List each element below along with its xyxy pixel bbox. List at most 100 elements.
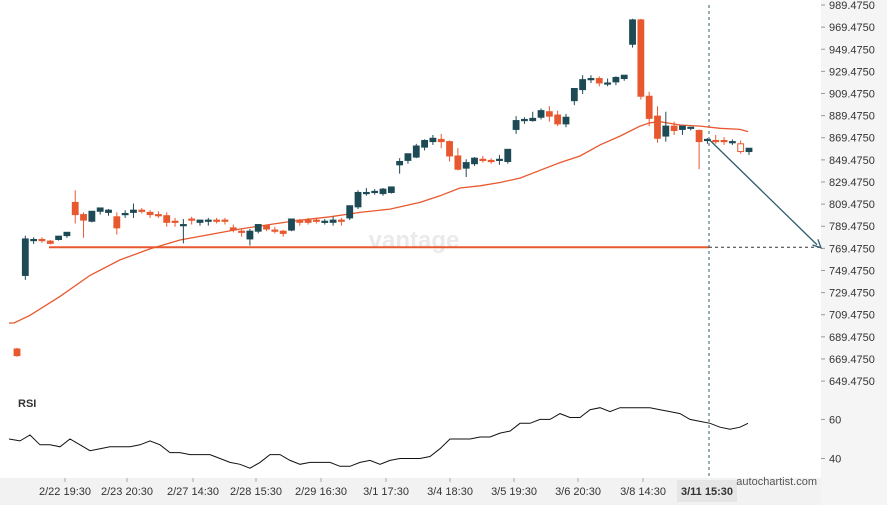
candle-body bbox=[88, 210, 96, 222]
price-axis-label: 969.4750 bbox=[829, 22, 875, 34]
candle-body bbox=[412, 145, 420, 158]
candle-body bbox=[695, 130, 703, 143]
candle-body bbox=[362, 191, 370, 195]
price-axis-label: 749.4750 bbox=[829, 265, 875, 277]
candle-body bbox=[662, 125, 670, 137]
candle-body bbox=[670, 125, 678, 132]
candle-body bbox=[279, 230, 287, 234]
candle-body bbox=[329, 219, 337, 223]
price-axis-label: 849.4750 bbox=[829, 155, 875, 167]
candle-body bbox=[163, 215, 171, 223]
time-axis-label: 3/8 14:30 bbox=[620, 486, 666, 498]
rsi-axis-label: 40 bbox=[829, 453, 841, 465]
rsi-axis-label: 60 bbox=[829, 414, 841, 426]
candle-body bbox=[604, 82, 612, 85]
candle-body bbox=[545, 111, 553, 117]
candle-body bbox=[296, 219, 304, 223]
candle-body bbox=[421, 139, 429, 148]
candle-body bbox=[146, 211, 154, 216]
candle-body bbox=[229, 227, 237, 231]
time-axis-label: 2/22 19:30 bbox=[39, 486, 91, 498]
candle-body bbox=[313, 219, 320, 222]
attribution-text: autochartist.com bbox=[736, 476, 817, 488]
candle-body bbox=[246, 230, 254, 240]
candle-body bbox=[587, 78, 595, 81]
projection-arrow-head bbox=[812, 239, 823, 249]
candle-body bbox=[38, 238, 46, 242]
time-axis-label: 3/6 20:30 bbox=[555, 486, 601, 498]
candle-body bbox=[679, 125, 686, 130]
candle-body bbox=[396, 160, 404, 166]
rsi-label: RSI bbox=[18, 398, 36, 410]
candle-body bbox=[629, 19, 636, 45]
candle-body bbox=[595, 78, 603, 84]
candle-body bbox=[728, 141, 736, 144]
time-axis-label: 2/27 14:30 bbox=[167, 486, 219, 498]
candle-body bbox=[520, 118, 528, 122]
candle-body bbox=[720, 139, 728, 143]
price-axis-label: 769.4750 bbox=[829, 243, 875, 255]
candle-body bbox=[113, 216, 121, 229]
price-axis-label: 689.4750 bbox=[829, 332, 875, 344]
rsi-line bbox=[8, 407, 749, 469]
time-axis-label: 2/28 15:30 bbox=[230, 486, 282, 498]
candle-body bbox=[179, 224, 187, 227]
candle-body bbox=[96, 207, 104, 212]
price-axis-label: 949.4750 bbox=[829, 44, 875, 56]
candle-body bbox=[437, 138, 445, 143]
candle-body bbox=[337, 219, 345, 222]
candle-body bbox=[105, 209, 112, 213]
candle-body bbox=[288, 218, 295, 231]
candle-body bbox=[745, 147, 753, 153]
candle-body bbox=[21, 238, 29, 276]
candle-body bbox=[130, 209, 137, 213]
candle-body bbox=[121, 212, 129, 216]
candle-body bbox=[562, 116, 570, 125]
price-axis-label: 709.4750 bbox=[829, 310, 875, 322]
candle-body bbox=[354, 191, 362, 208]
candle-body bbox=[387, 186, 395, 193]
candle-body bbox=[196, 219, 204, 223]
candle-body bbox=[487, 159, 495, 163]
candle-body bbox=[462, 162, 470, 169]
candle-body bbox=[479, 158, 487, 161]
candle-body bbox=[429, 137, 437, 143]
candle-body bbox=[188, 218, 196, 221]
candle-body bbox=[712, 139, 720, 143]
candle-body bbox=[238, 230, 246, 233]
candle-body bbox=[737, 143, 745, 153]
candle-body bbox=[304, 219, 312, 223]
candle-body bbox=[55, 235, 63, 240]
time-axis-label: 3/11 15:30 bbox=[681, 486, 733, 498]
candle-body bbox=[63, 231, 71, 237]
candle-body bbox=[687, 126, 695, 129]
candle-body bbox=[537, 110, 545, 118]
price-axis-label: 909.4750 bbox=[829, 88, 875, 100]
candle-body bbox=[645, 95, 653, 119]
candle-body bbox=[138, 209, 146, 212]
time-axis-label: 2/29 16:30 bbox=[295, 486, 347, 498]
candle-body bbox=[71, 201, 79, 216]
candle-body bbox=[404, 153, 412, 161]
candle-body bbox=[346, 205, 354, 219]
candle-body bbox=[654, 115, 661, 139]
watermark-text: vantage bbox=[369, 227, 460, 254]
candle-body bbox=[213, 219, 221, 222]
price-axis-label: 929.4750 bbox=[829, 66, 875, 78]
candle-body bbox=[30, 238, 38, 242]
price-axis-label: 649.4750 bbox=[829, 376, 875, 388]
candle-body bbox=[496, 158, 503, 161]
candle-body bbox=[612, 76, 620, 83]
candle-body bbox=[504, 148, 512, 162]
candle-body bbox=[512, 120, 520, 130]
price-axis-label: 669.4750 bbox=[829, 354, 875, 366]
candle-body bbox=[154, 214, 162, 217]
price-axis-label: 829.4750 bbox=[829, 177, 875, 189]
candle-body bbox=[637, 19, 645, 97]
candle-body bbox=[321, 220, 329, 223]
candle-body bbox=[204, 219, 212, 222]
price-axis-label: 869.4750 bbox=[829, 133, 875, 145]
